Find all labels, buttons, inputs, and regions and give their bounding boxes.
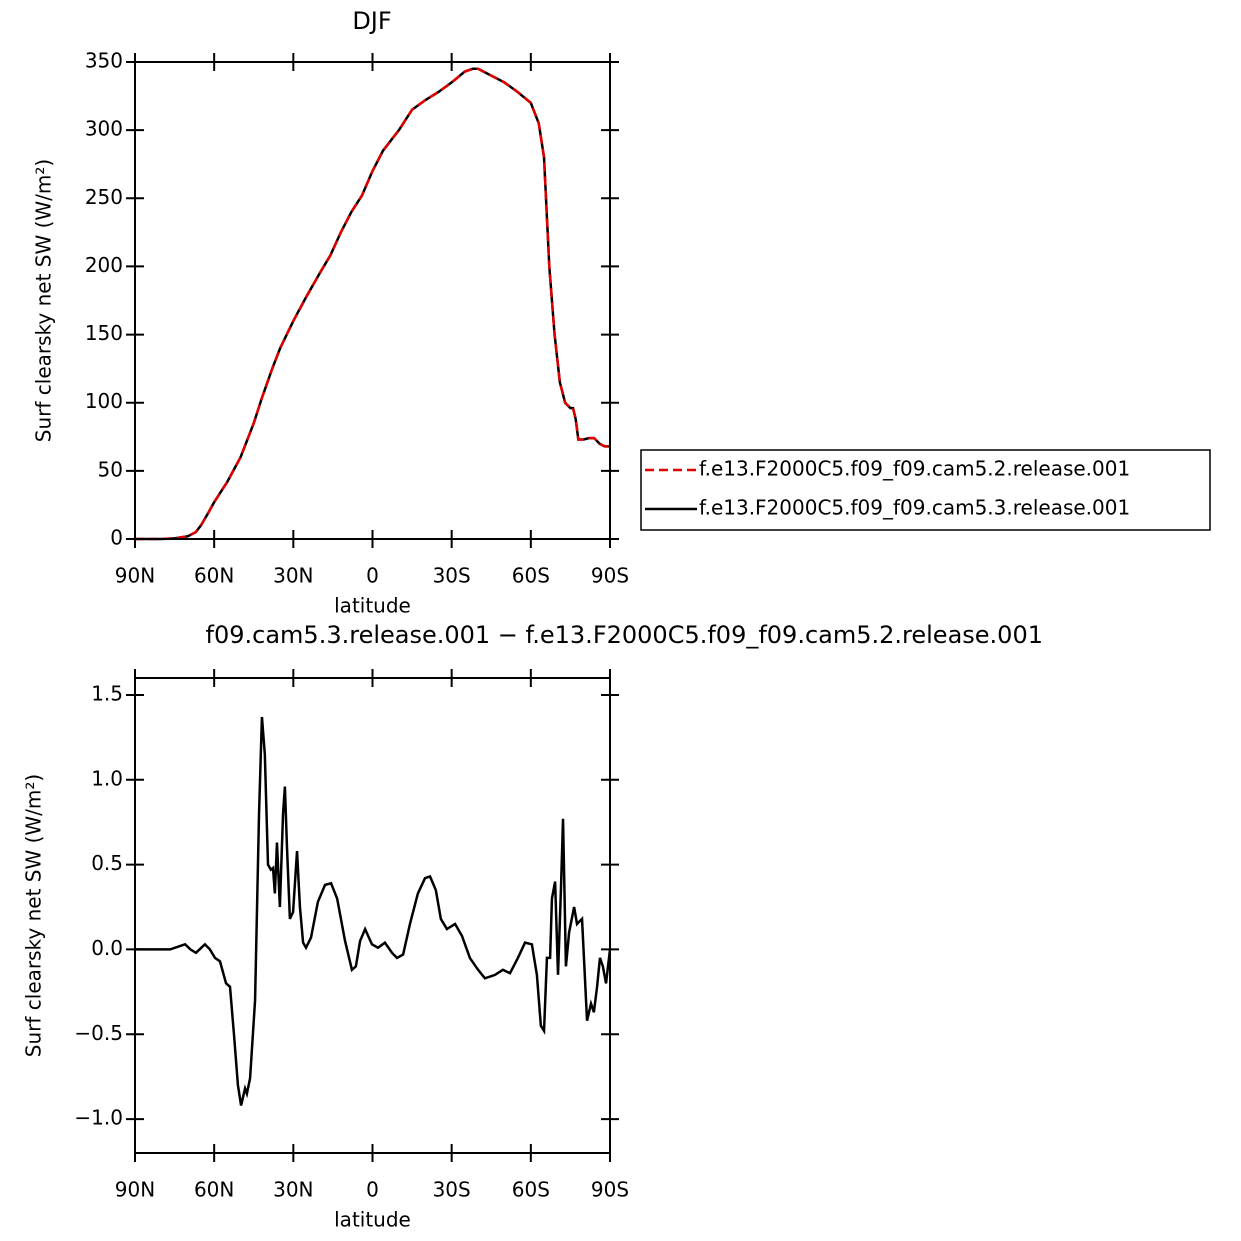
x-tick-label: 90N [115,1178,155,1202]
legend-label: f.e13.F2000C5.f09_f09.cam5.3.release.001 [699,496,1130,520]
y-tick-label: 350 [85,49,123,73]
y-tick-label: 250 [85,185,123,209]
y-tick-label: 200 [85,253,123,277]
legend-box [640,449,1211,531]
x-tick-label: 30N [273,1178,313,1202]
chart-title: DJF [352,7,391,35]
data-line [135,67,610,541]
x-tick-label: 60N [194,1178,234,1202]
x-tick-label: 30N [273,564,313,588]
x-tick-label: 0 [366,1178,379,1202]
y-tick-label: 1.0 [91,766,123,790]
x-tick-label: 90S [591,1178,629,1202]
x-tick-label: 90S [591,564,629,588]
x-tick-label: 60S [512,564,550,588]
x-tick-label: 60S [512,1178,550,1202]
y-tick-label: 150 [85,321,123,345]
y-tick-label: 1.5 [91,681,123,705]
plot-frame [134,61,611,540]
plot-frame [134,677,611,1154]
y-tick-label: 0.5 [91,851,123,875]
x-tick-label: 90N [115,564,155,588]
y-tick-label: 300 [85,117,123,141]
x-axis-label: latitude [334,1208,411,1232]
chart-title: f09.cam5.3.release.001 − f.e13.F2000C5.f… [206,621,1043,649]
y-tick-label: 0 [110,526,123,550]
y-tick-label: 100 [85,389,123,413]
y-tick-label: −0.5 [74,1021,123,1045]
x-tick-label: 60N [194,564,234,588]
y-axis-label: Surf clearsky net SW (W/m²) [32,159,56,442]
x-tick-label: 30S [433,1178,471,1202]
x-tick-label: 0 [366,564,379,588]
data-line [135,67,610,541]
y-axis-label: Surf clearsky net SW (W/m²) [22,774,46,1057]
legend-label: f.e13.F2000C5.f09_f09.cam5.2.release.001 [699,457,1130,481]
x-tick-label: 30S [433,564,471,588]
data-line [135,716,612,1106]
y-tick-label: 0.0 [91,936,123,960]
y-tick-label: −1.0 [74,1106,123,1130]
x-axis-label: latitude [334,594,411,618]
y-tick-label: 50 [98,457,123,481]
